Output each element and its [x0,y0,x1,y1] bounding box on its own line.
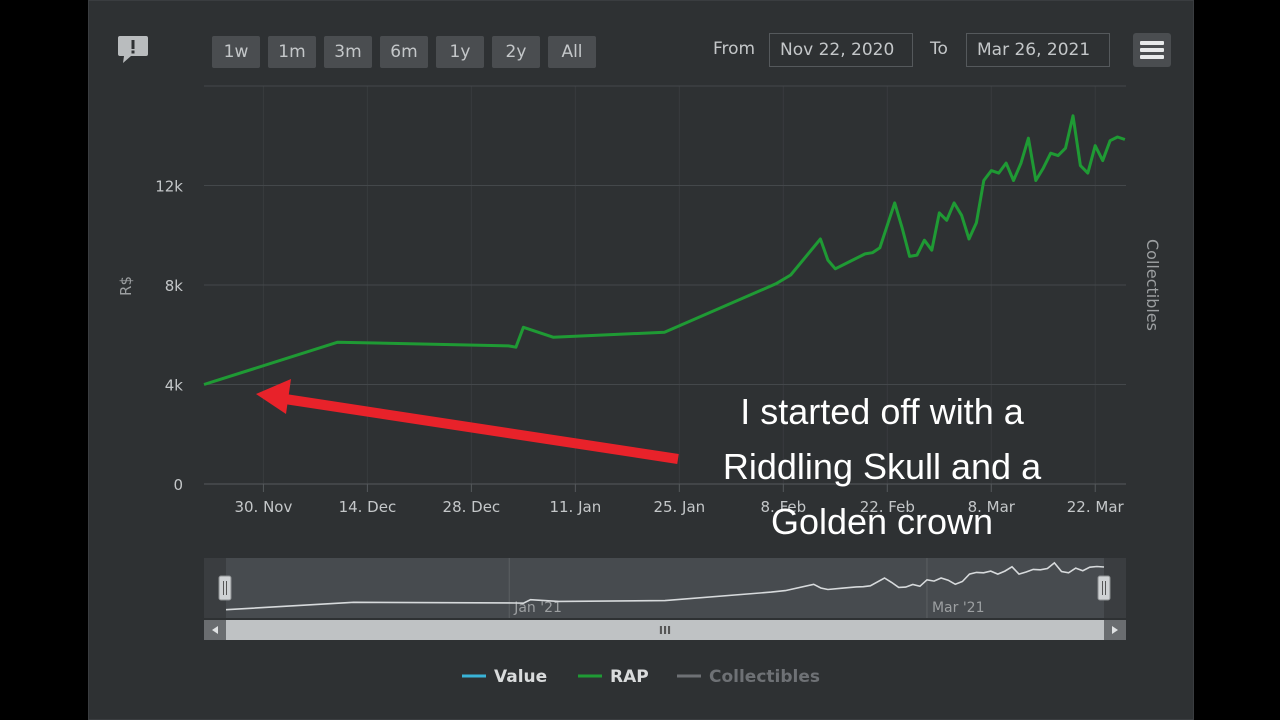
y2-axis-label: Collectibles [1143,239,1162,331]
svg-text:RAP: RAP [610,667,649,687]
navigator-selection[interactable] [226,558,1104,618]
y-tick-label: 0 [173,476,183,494]
to-date-input[interactable]: Mar 26, 2021 [966,33,1110,67]
range-button-1m[interactable]: 1m [268,36,316,68]
y-tick-label: 8k [165,277,184,295]
comment-alert-icon[interactable] [117,34,151,66]
navigator[interactable]: Jan '21 Mar '21 [204,558,1126,618]
scrollbar-thumb[interactable] [226,620,1104,640]
from-date-input[interactable]: Nov 22, 2020 [769,33,913,67]
legend-item-collectibles[interactable]: Collectibles [677,667,820,687]
annotation-line: Riddling Skull and a [722,446,1042,487]
x-tick-label: 30. Nov [234,498,292,516]
x-tick-label: 25. Jan [653,498,705,516]
annotation-text: I started off with a Riddling Skull and … [662,384,1102,549]
navigator-left-handle[interactable] [218,575,232,601]
navigator-label: Mar '21 [932,600,985,616]
hamburger-menu-icon[interactable] [1133,33,1171,67]
red-arrow-annotation [256,379,679,464]
x-tick-label: 14. Dec [339,498,397,516]
svg-text:Value: Value [494,667,547,687]
legend-item-value[interactable]: Value [462,667,547,687]
navigator-right-handle[interactable] [1097,575,1111,601]
range-button-2y[interactable]: 2y [492,36,540,68]
x-tick-label: 22. Feb [860,498,915,516]
legend-item-rap[interactable]: RAP [578,667,649,687]
range-button-1y[interactable]: 1y [436,36,484,68]
x-tick-label: 8. Feb [760,498,806,516]
x-tick-label: 8. Mar [968,498,1016,516]
to-label: To [930,39,948,59]
range-button-all[interactable]: All [548,36,596,68]
y-tick-label: 12k [155,178,183,196]
rap-series-line [203,114,1126,386]
annotation-line: Golden crown [770,501,994,542]
from-label: From [713,39,756,59]
navigator-label: Jan '21 [513,600,562,616]
x-tick-label: 22. Mar [1067,498,1125,516]
scrollbar-grip: III [659,624,671,637]
legend: Value RAP Collectibles [462,667,820,687]
range-button-6m[interactable]: 6m [380,36,428,68]
y-tick-label: 4k [165,377,184,395]
svg-text:Collectibles: Collectibles [709,667,820,687]
x-tick-label: 11. Jan [549,498,601,516]
range-button-1w[interactable]: 1w [212,36,260,68]
scroll-right-arrow-icon [1112,626,1118,634]
scrollbar[interactable]: III [204,620,1126,640]
annotation-line: I started off with a [740,391,1024,432]
x-tick-label: 28. Dec [443,498,501,516]
y-axis-label: R$ [117,276,135,296]
range-button-3m[interactable]: 3m [324,36,372,68]
scroll-left-arrow-icon [212,626,218,634]
navigator-series-line [225,561,1105,611]
